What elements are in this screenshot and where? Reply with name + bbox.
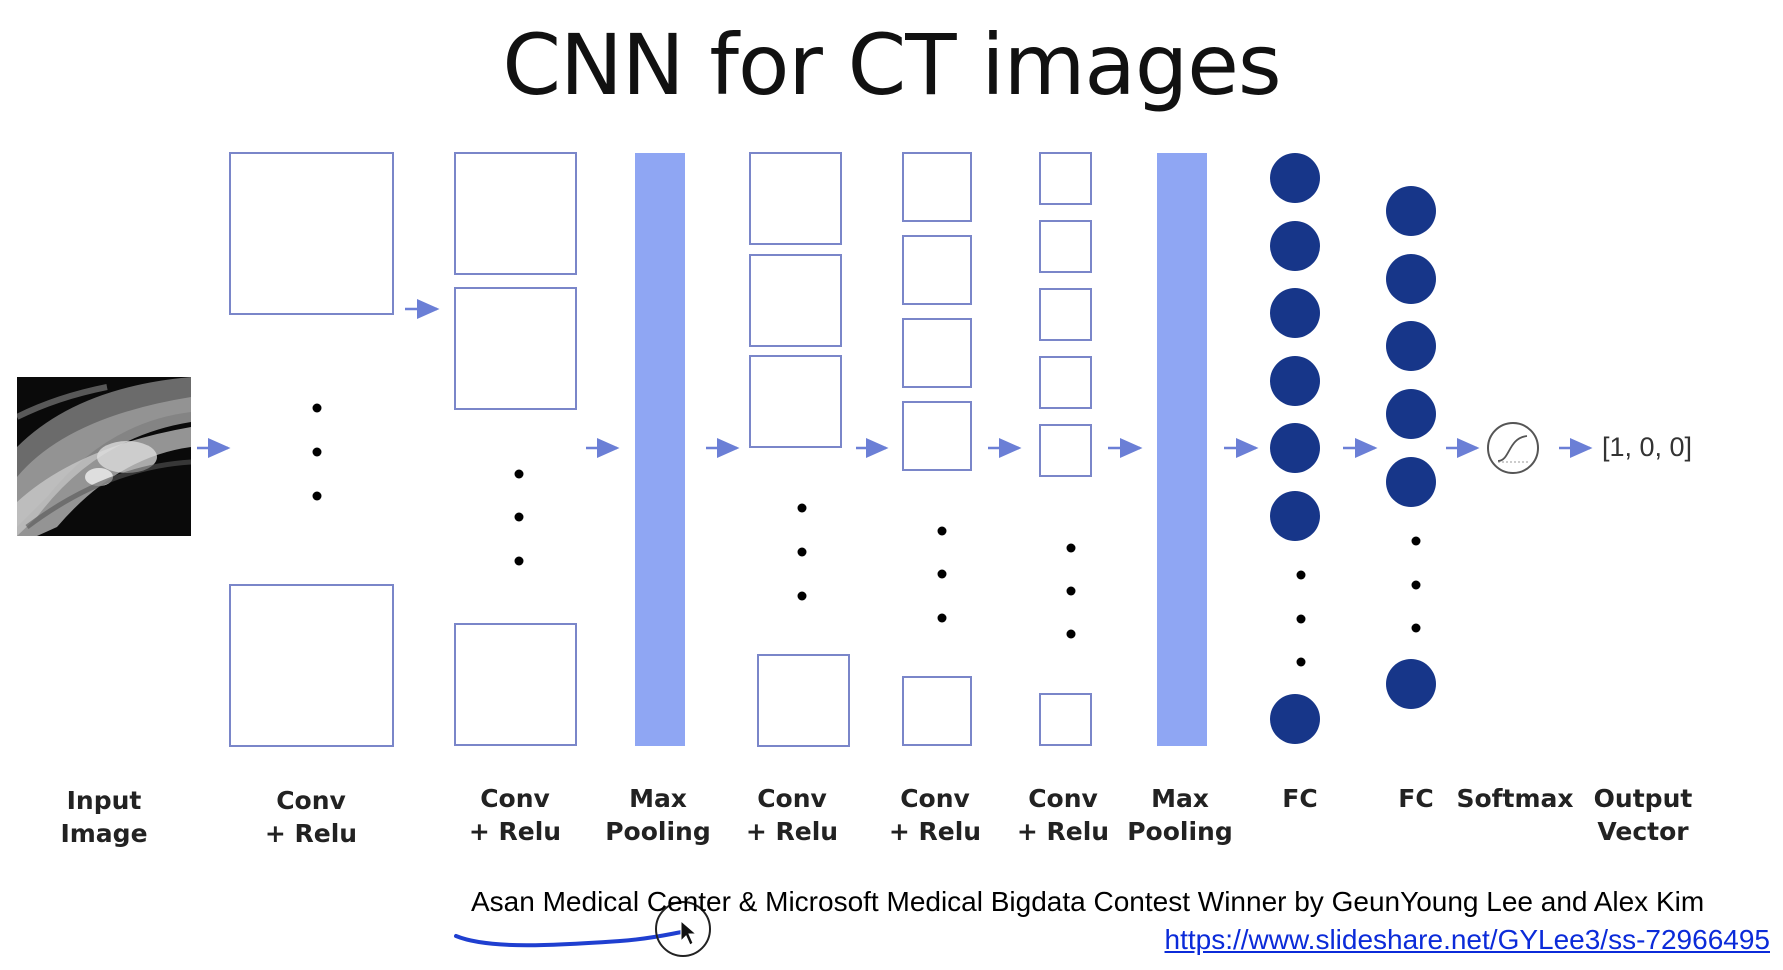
conv-layer-5 bbox=[1039, 152, 1092, 746]
layer-label-conv-4: Conv + Relu bbox=[888, 784, 982, 846]
feature-map bbox=[1039, 288, 1092, 341]
ct-scan-image bbox=[15, 377, 192, 536]
ellipsis-dots bbox=[1066, 543, 1076, 639]
feature-map bbox=[902, 152, 972, 222]
layer-label-softmax: Softmax bbox=[1456, 784, 1574, 813]
feature-map bbox=[1039, 424, 1092, 477]
ellipsis-dots bbox=[797, 503, 807, 601]
layer-label-conv-3: Conv + Relu bbox=[745, 784, 839, 846]
feature-map bbox=[1039, 220, 1092, 273]
output-vector-value: [1, 0, 0] bbox=[1602, 432, 1693, 462]
layer-label-conv-1: Conv + Relu bbox=[264, 786, 358, 848]
feature-map bbox=[1039, 152, 1092, 205]
conv-layer-1 bbox=[229, 152, 394, 747]
conv-layer-2 bbox=[454, 152, 577, 746]
flow-arrows bbox=[197, 299, 1593, 458]
source-link[interactable]: https://www.slideshare.net/GYLee3/ss-729… bbox=[1164, 924, 1770, 955]
feature-map bbox=[229, 152, 394, 315]
feature-map bbox=[1039, 693, 1092, 746]
layer-label-output: Output Vector bbox=[1593, 784, 1693, 846]
fc-layer-2 bbox=[1386, 186, 1436, 709]
annotation-underline bbox=[454, 930, 684, 948]
feature-map bbox=[1039, 356, 1092, 409]
feature-map bbox=[902, 401, 972, 471]
layer-label-fc-1: FC bbox=[1282, 784, 1318, 813]
feature-map bbox=[757, 654, 850, 747]
feature-map bbox=[454, 152, 577, 275]
layer-label-fc-2: FC bbox=[1398, 784, 1434, 813]
fc-layer-1 bbox=[1270, 153, 1320, 744]
ellipsis-dots bbox=[514, 469, 524, 566]
feature-map bbox=[229, 584, 394, 747]
feature-map bbox=[902, 235, 972, 305]
ellipsis-dots bbox=[312, 403, 322, 501]
mouse-cursor-icon bbox=[655, 901, 711, 957]
credit-text: Asan Medical Center & Microsoft Medical … bbox=[471, 886, 1705, 917]
sigmoid-icon bbox=[1487, 422, 1539, 474]
feature-map bbox=[454, 287, 577, 410]
ellipsis-dots bbox=[1411, 536, 1421, 633]
feature-map bbox=[902, 676, 972, 746]
layer-label-maxpool-1: Max Pooling bbox=[605, 784, 711, 846]
layer-label-conv-2: Conv + Relu bbox=[468, 784, 562, 846]
slide-title: CNN for CT images bbox=[502, 16, 1281, 114]
conv-layer-3 bbox=[749, 152, 850, 747]
max-pooling-bar-2 bbox=[1157, 153, 1207, 746]
layer-label-maxpool-2: Max Pooling bbox=[1127, 784, 1233, 846]
feature-map bbox=[749, 152, 842, 245]
layer-label-conv-5: Conv + Relu bbox=[1016, 784, 1110, 846]
feature-map bbox=[749, 254, 842, 347]
layer-label-input: Input Image bbox=[60, 786, 148, 848]
max-pooling-bar-1 bbox=[635, 153, 685, 746]
feature-map bbox=[902, 318, 972, 388]
feature-map bbox=[454, 623, 577, 746]
ellipsis-dots bbox=[937, 526, 947, 623]
feature-map bbox=[749, 355, 842, 448]
conv-layer-4 bbox=[902, 152, 972, 746]
ellipsis-dots bbox=[1296, 570, 1306, 667]
